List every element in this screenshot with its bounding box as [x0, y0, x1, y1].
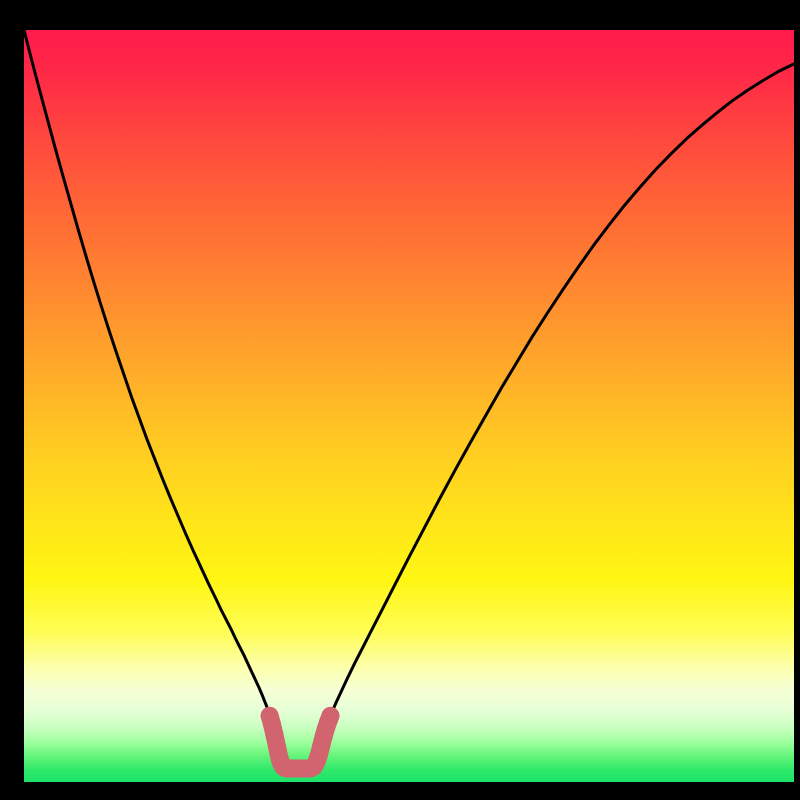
bottleneck-chart: [0, 0, 800, 800]
chart-container: { "watermark": "TheBottleneck.com", "lay…: [0, 0, 800, 800]
